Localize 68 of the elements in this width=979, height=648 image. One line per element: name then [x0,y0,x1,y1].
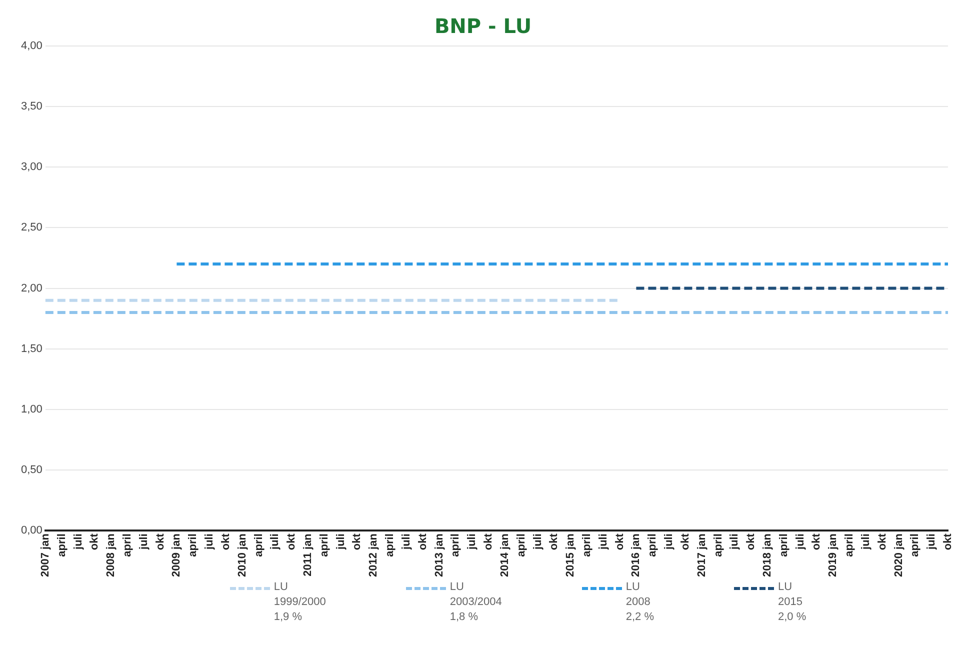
legend-label: LU 2015 2,0 % [778,580,806,625]
x-tick-label: april [121,534,134,557]
x-tick-label: 2009 jan [170,533,183,577]
x-tick-label: april [252,534,265,557]
x-tick-label: 2011 jan [302,533,314,576]
x-tick-label: juli [269,534,282,550]
x-tick-label: okt [745,533,758,550]
x-tick-label: okt [614,533,626,550]
x-tick-label: juli [728,534,741,550]
x-tick-label: juli [400,534,412,550]
y-tick-label: 1,50 [20,342,42,355]
x-tick-label: juli [926,534,938,550]
y-tick-label: 0,50 [20,464,42,476]
x-tick-label: april [515,534,528,557]
x-tick-label: 2019 jan [827,533,840,577]
legend-label: LU 2003/2004 1,8 % [450,580,502,625]
x-tick-label: april [646,534,659,557]
x-tick-label: okt [416,533,429,550]
x-tick-label: juli [532,534,544,550]
x-tick-label: juli [138,534,150,550]
x-tick-label: april [384,534,396,557]
x-tick-label: april [778,534,790,557]
x-tick-label: juli [794,534,806,550]
x-tick-label: 2016 jan [630,533,642,577]
x-tick-label: juli [334,534,347,550]
x-tick-label: 2020 jan [892,533,905,577]
x-tick-label: okt [679,533,692,550]
x-tick-label: okt [220,533,232,550]
x-tick-label: 2015 jan [564,533,577,577]
y-tick-label: 3,50 [20,100,42,113]
x-tick-label: juli [466,534,478,550]
x-tick-label: april [909,534,922,557]
x-tick-label: april [56,534,68,557]
x-tick-label: juli [597,534,610,550]
x-tick-label: okt [810,533,823,550]
x-tick-label: 2013 jan [433,533,446,577]
x-tick-label: juli [663,534,676,550]
x-tick-label: 2008 jan [105,533,118,577]
x-tick-label: april [844,534,856,557]
x-tick-label: okt [942,533,954,550]
y-tick-label: 2,00 [20,282,42,294]
x-tick-label: okt [482,533,495,550]
legend-label: LU 2008 2,2 % [626,580,654,625]
x-tick-label: okt [286,533,298,550]
x-tick-label: april [580,534,593,557]
x-tick-label: okt [548,533,560,550]
x-tick-label: 2010 jan [236,533,248,577]
x-tick-label: 2014 jan [498,533,511,577]
x-tick-label: juli [72,534,84,550]
x-tick-label: 2018 jan [762,533,774,577]
chart-title: BNP - LU [434,14,532,38]
y-tick-label: 3,00 [20,161,42,174]
y-tick-label: 2,50 [20,222,42,234]
x-tick-label: okt [876,533,888,550]
x-tick-label: april [318,534,330,557]
x-tick-label: juli [860,534,872,550]
y-tick-label: 1,00 [20,403,42,416]
x-tick-label: okt [351,533,364,550]
y-tick-label: 4,00 [20,40,42,52]
x-tick-label: okt [88,533,101,550]
x-tick-label: 2017 jan [696,533,708,577]
x-tick-label: april [450,534,462,557]
x-tick-label: juli [204,534,216,550]
x-tick-label: okt [154,533,166,550]
legend-label: LU 1999/2000 1,9 % [274,580,326,625]
x-tick-label: april [712,534,724,557]
x-tick-label: april [187,534,200,557]
x-tick-label: 2012 jan [368,533,380,577]
